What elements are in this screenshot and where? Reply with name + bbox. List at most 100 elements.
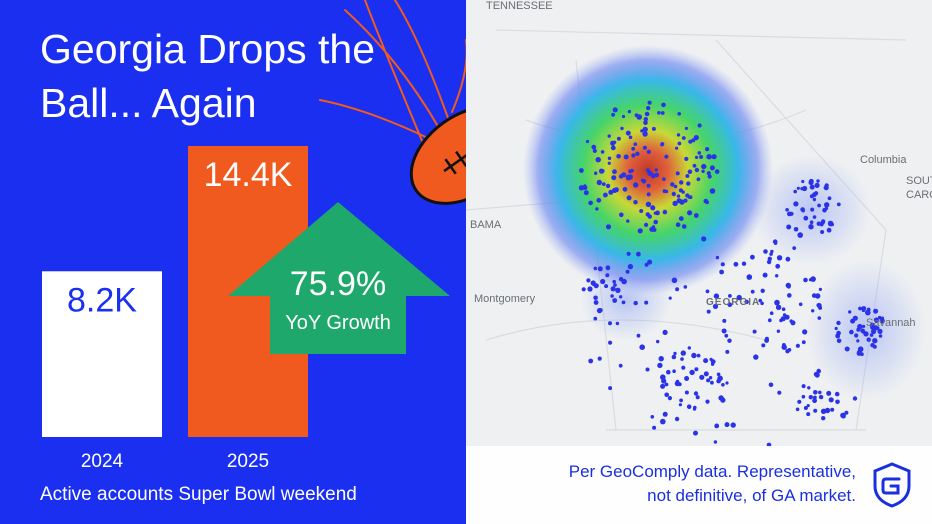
location-dot: [836, 338, 842, 344]
location-dot: [815, 293, 821, 299]
location-dot: [595, 157, 601, 163]
location-dot: [787, 293, 792, 298]
location-dot: [660, 111, 665, 115]
growth-label: YoY Growth: [285, 312, 391, 334]
location-dot: [769, 311, 774, 316]
location-dot: [667, 396, 672, 401]
location-dot: [746, 274, 753, 280]
location-dot: [828, 397, 834, 403]
location-dot: [675, 379, 680, 384]
location-dot: [660, 383, 666, 389]
location-dot: [808, 395, 813, 400]
location-dot: [633, 142, 638, 146]
location-dot: [841, 413, 846, 419]
page-title: Georgia Drops the Ball... Again: [40, 26, 376, 126]
location-dot: [849, 329, 854, 335]
location-dot: [625, 269, 630, 274]
location-dot: [795, 343, 800, 348]
location-dot: [830, 222, 834, 227]
location-dot: [713, 293, 720, 299]
location-dot: [790, 320, 796, 326]
location-dot: [873, 317, 879, 323]
location-dot: [862, 306, 866, 311]
location-dot: [699, 374, 705, 380]
location-dot: [879, 318, 885, 324]
location-dot: [798, 302, 803, 307]
location-dot: [612, 298, 618, 303]
location-dot: [753, 354, 759, 360]
location-dot: [621, 300, 626, 305]
location-dot: [812, 398, 817, 404]
location-dot: [706, 378, 711, 383]
location-dot: [694, 367, 699, 372]
location-dot: [691, 352, 697, 359]
location-dot: [661, 102, 666, 108]
location-dot: [678, 403, 682, 407]
location-dot: [844, 346, 850, 352]
location-dot: [657, 111, 661, 115]
location-dot: [816, 368, 821, 374]
infographic-panel: Georgia Drops the Ball... Again 8.2K 2024…: [0, 0, 466, 524]
location-dot: [856, 339, 860, 343]
location-dot: [725, 381, 729, 385]
location-dot: [712, 303, 719, 309]
location-dot: [684, 126, 688, 130]
location-dot: [605, 183, 611, 189]
location-dot: [709, 188, 716, 194]
bar-category-label: 2024: [81, 451, 124, 472]
location-dot: [608, 189, 614, 195]
heat-halo: [806, 260, 926, 400]
location-dot: [653, 211, 657, 215]
location-dot: [662, 177, 666, 181]
location-dot: [785, 256, 791, 262]
location-dot: [625, 130, 631, 136]
location-dot: [775, 304, 782, 310]
location-dot: [676, 194, 681, 198]
location-dot: [818, 287, 822, 291]
location-dot: [677, 382, 682, 387]
location-dot: [605, 273, 610, 278]
location-dot: [834, 391, 840, 397]
location-dot: [716, 372, 721, 377]
location-dot: [687, 195, 691, 199]
location-dot: [705, 147, 710, 152]
location-dot: [660, 142, 665, 147]
location-dot: [752, 329, 757, 334]
map-panel: TENNESSEE BAMA Montgomery GEORGIA Columb…: [466, 0, 932, 524]
location-dot: [707, 174, 712, 179]
location-dot: [672, 200, 678, 207]
location-dot: [644, 111, 650, 117]
location-dot: [835, 333, 841, 339]
location-dot: [710, 359, 716, 365]
location-dot: [814, 182, 820, 188]
location-dot: [801, 384, 806, 389]
growth-value: 75.9%: [290, 265, 386, 303]
location-dot: [684, 376, 690, 381]
football-icon: [409, 105, 466, 205]
location-dot: [786, 284, 791, 289]
location-dot: [687, 210, 693, 216]
location-dot: [633, 300, 638, 306]
location-dot: [695, 155, 699, 159]
location-dot: [844, 410, 849, 415]
location-dot: [692, 163, 697, 168]
location-dot: [721, 328, 727, 334]
location-dot: [596, 179, 602, 186]
location-dot: [730, 422, 736, 428]
location-dot: [869, 322, 875, 328]
location-dot: [693, 135, 699, 141]
location-dot: [801, 394, 806, 399]
location-dot: [720, 397, 726, 403]
location-dot: [603, 192, 608, 198]
location-dot: [705, 289, 710, 294]
location-dot: [793, 227, 799, 232]
location-dot: [775, 263, 781, 269]
location-dot: [668, 296, 672, 300]
location-dot: [684, 156, 689, 161]
location-dot: [631, 153, 636, 158]
location-dot: [664, 382, 669, 387]
location-dot: [750, 254, 755, 260]
location-dot: [676, 133, 681, 137]
location-dot: [877, 328, 883, 334]
location-dot: [800, 187, 804, 191]
